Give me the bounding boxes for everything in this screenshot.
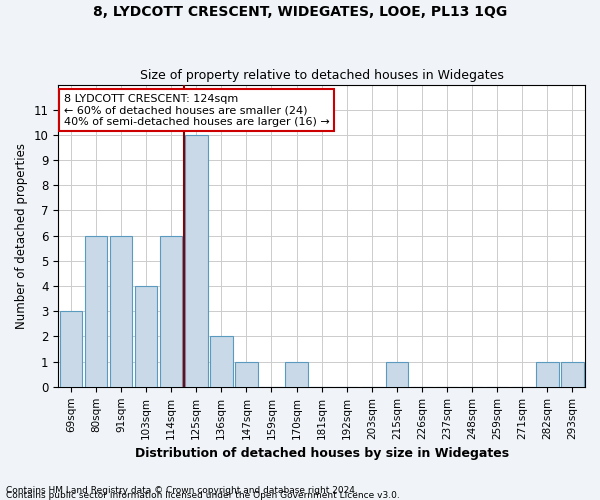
Bar — [160, 236, 182, 387]
Bar — [386, 362, 408, 387]
Bar — [235, 362, 257, 387]
Bar — [135, 286, 157, 387]
Bar — [285, 362, 308, 387]
Bar — [536, 362, 559, 387]
Bar — [210, 336, 233, 387]
Bar — [85, 236, 107, 387]
Text: 8, LYDCOTT CRESCENT, WIDEGATES, LOOE, PL13 1QG: 8, LYDCOTT CRESCENT, WIDEGATES, LOOE, PL… — [93, 5, 507, 19]
Text: Contains HM Land Registry data © Crown copyright and database right 2024.: Contains HM Land Registry data © Crown c… — [6, 486, 358, 495]
Text: 8 LYDCOTT CRESCENT: 124sqm
← 60% of detached houses are smaller (24)
40% of semi: 8 LYDCOTT CRESCENT: 124sqm ← 60% of deta… — [64, 94, 329, 127]
Bar — [59, 312, 82, 387]
Title: Size of property relative to detached houses in Widegates: Size of property relative to detached ho… — [140, 69, 503, 82]
Bar — [561, 362, 584, 387]
X-axis label: Distribution of detached houses by size in Widegates: Distribution of detached houses by size … — [134, 447, 509, 460]
Y-axis label: Number of detached properties: Number of detached properties — [15, 142, 28, 328]
Text: Contains public sector information licensed under the Open Government Licence v3: Contains public sector information licen… — [6, 491, 400, 500]
Bar — [110, 236, 132, 387]
Bar — [185, 135, 208, 387]
